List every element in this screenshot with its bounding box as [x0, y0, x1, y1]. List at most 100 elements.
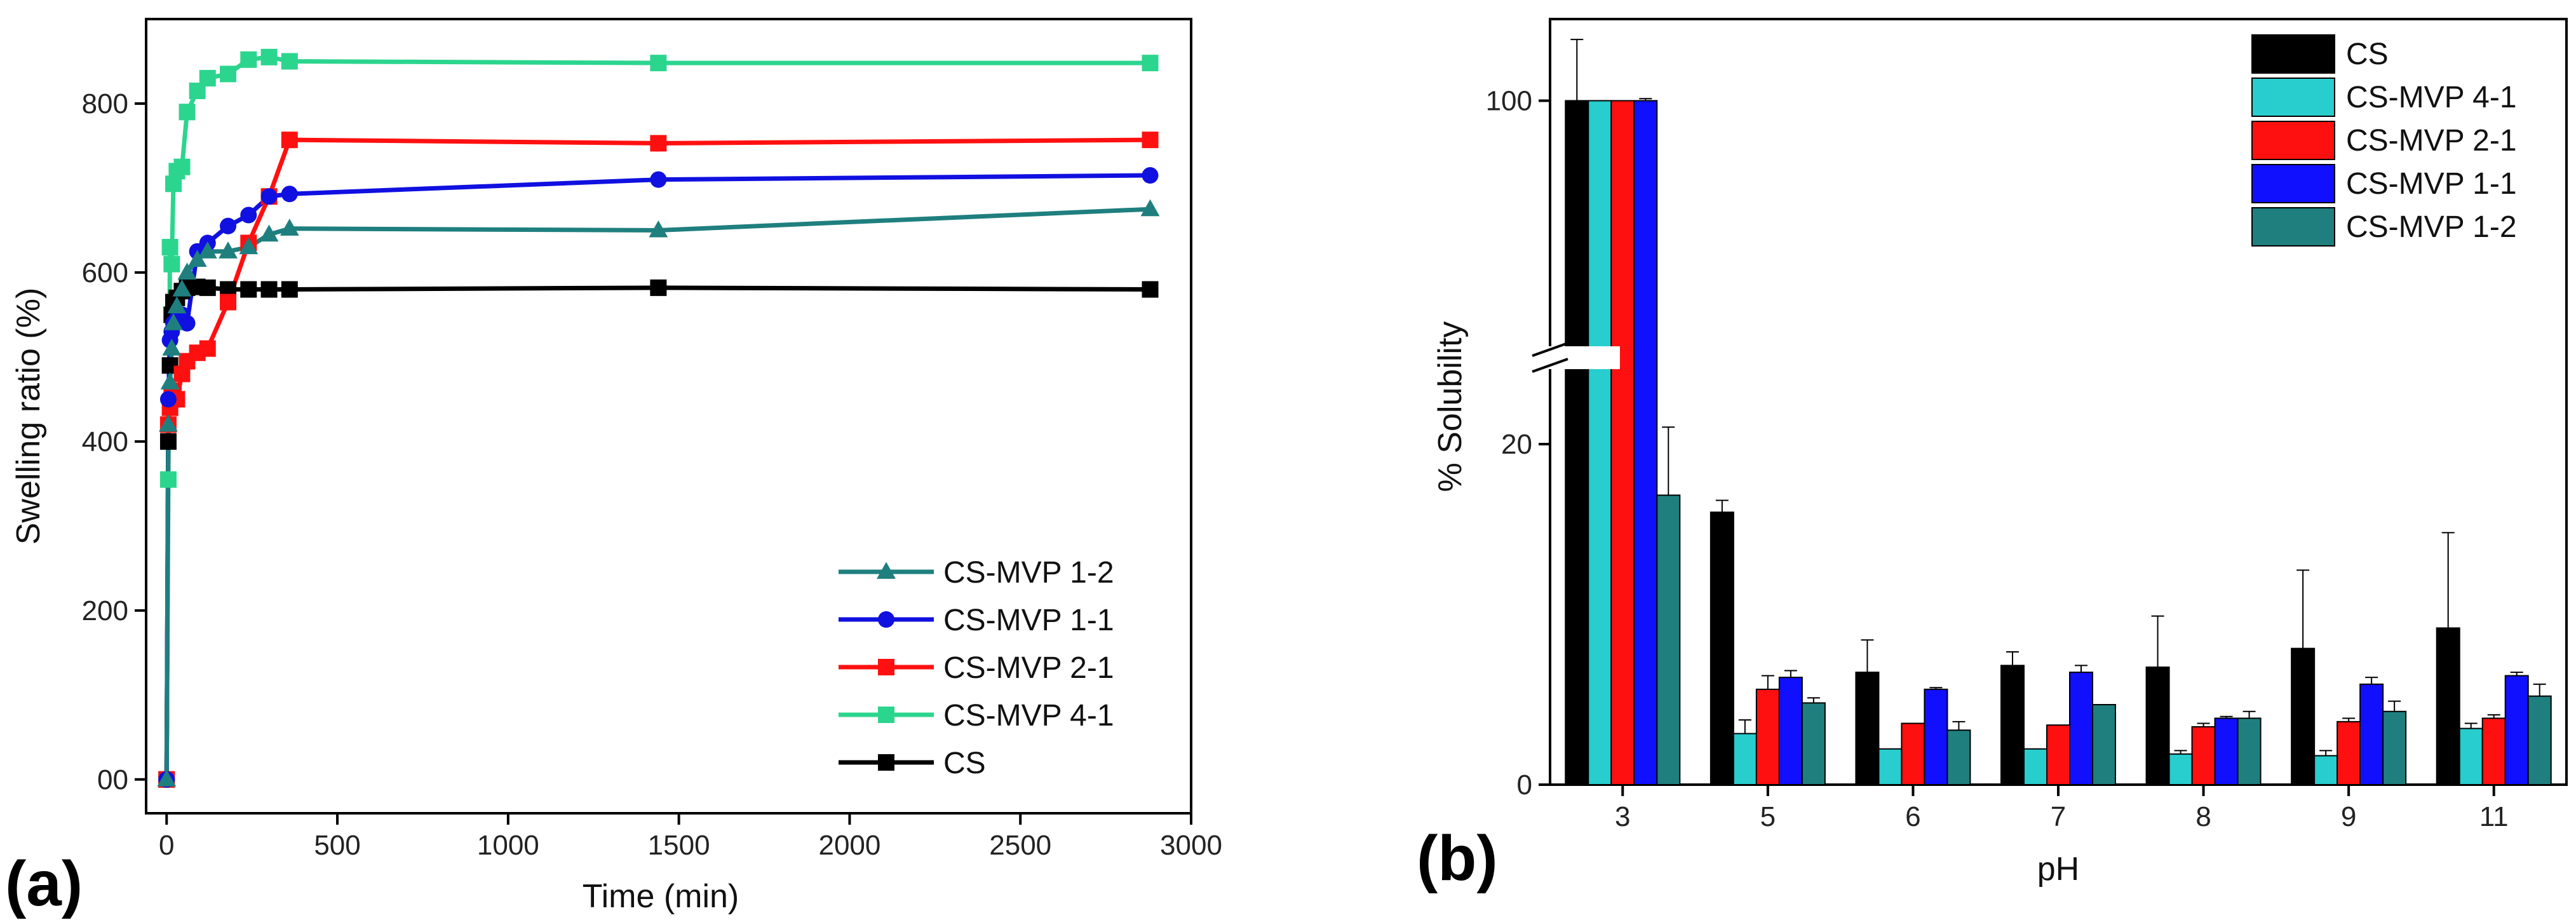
data-point-cs-mvp-1-1 — [179, 315, 196, 332]
data-point-cs-mvp-1-2 — [219, 241, 238, 259]
bar-cs-mvp-2-1-ph-8 — [2191, 726, 2216, 786]
legend-marker-cs-mvp-2-1 — [878, 659, 894, 675]
y-tick-label-a: 600 — [82, 257, 128, 288]
data-point-cs-mvp-1-2 — [1140, 199, 1160, 217]
data-point-cs-mvp-4-1 — [159, 471, 177, 488]
x-tick-label-b: 8 — [2195, 801, 2211, 832]
data-point-cs-mvp-4-1 — [1142, 55, 1159, 72]
data-point-cs-mvp-4-1 — [240, 51, 257, 68]
legend-label-cs-mvp-2-1: CS-MVP 2-1 — [2346, 124, 2517, 158]
legend-swatch-cs — [2251, 34, 2335, 74]
x-tick-label-a: 1000 — [477, 830, 539, 861]
legend-label-cs-mvp-4-1: CS-MVP 4-1 — [943, 699, 1114, 733]
data-point-cs-mvp-1-2 — [167, 296, 187, 314]
x-tick-label-b: 9 — [2341, 801, 2356, 832]
y-tick-label-a: 800 — [82, 88, 128, 119]
y-tick-label-a: 00 — [97, 764, 128, 795]
data-point-cs-mvp-4-1 — [163, 255, 180, 273]
x-axis-title-a: Time (min) — [583, 878, 739, 915]
bar-cs-mvp-4-1-ph-9 — [2314, 755, 2338, 785]
legend-label-cs-mvp-1-1: CS-MVP 1-1 — [943, 604, 1114, 637]
data-point-cs-mvp-1-1 — [220, 217, 237, 234]
data-point-cs-mvp-1-1 — [650, 171, 667, 188]
data-point-cs-mvp-1-2 — [162, 339, 182, 356]
data-point-cs-mvp-2-1 — [281, 132, 298, 149]
data-point-cs-mvp-4-1 — [179, 104, 196, 121]
legend-label-cs-mvp-2-1: CS-MVP 2-1 — [943, 651, 1114, 685]
y-axis-title-a: Swelling ratio (%) — [10, 288, 47, 545]
series-markers-a — [157, 48, 1160, 788]
data-point-cs — [260, 281, 278, 298]
y-tick-label-b: 100 — [1486, 85, 1532, 116]
bar-cs-mvp-4-1-ph-8 — [2168, 753, 2193, 786]
data-point-cs-mvp-1-2 — [158, 414, 178, 432]
series-line-cs-mvp-4-1 — [164, 55, 1150, 780]
data-point-cs-mvp-1-2 — [649, 220, 668, 238]
bar-cs-mvp-2-1-ph-11 — [2481, 717, 2506, 785]
x-axis-title-b: pH — [2037, 851, 2079, 888]
bar-cs-mvp-4-1-ph-3 — [1588, 100, 1612, 785]
legend-label-cs-mvp-1-1: CS-MVP 1-1 — [2346, 167, 2517, 201]
data-point-cs-mvp-4-1 — [220, 65, 237, 83]
bar-cs-mvp-1-1-ph-11 — [2504, 675, 2529, 785]
bar-cs-mvp-1-2-ph-3 — [1656, 494, 1681, 786]
legend-b: CS CS-MVP 4-1 CS-MVP 2-1 CS-MVP 1-1 CS-MVP 1… — [2251, 34, 2517, 247]
legend-a: CS-MVP 1-2 CS-MVP 1-1 CS-MVP 2-1 CS-MVP 4-1… — [839, 556, 1114, 780]
panel-label-a: (a) — [5, 848, 83, 919]
bar-cs-mvp-2-1-ph-7 — [2046, 724, 2070, 785]
bar-cs-mvp-1-1-ph-8 — [2214, 717, 2239, 785]
bar-cs-mvp-2-1-ph-9 — [2337, 720, 2361, 785]
axis-break-mark-upper — [1532, 342, 1568, 357]
data-point-cs-mvp-1-2 — [164, 313, 183, 330]
y-axis-title-b: % Solubility — [1432, 321, 1469, 492]
panel-a-swelling-chart: 0 500 1000 1500 2000 2500 3000 00 200 400 600 800 T… — [5, 18, 1222, 919]
panel-label-b: (b) — [1417, 823, 1498, 894]
data-point-cs-mvp-1-2 — [172, 279, 192, 297]
bar-cs-mvp-1-2-ph-6 — [1946, 729, 1971, 785]
bar-cs-mvp-2-1-ph-3 — [1610, 100, 1635, 785]
axis-break-gap — [1525, 346, 1620, 369]
data-point-cs-mvp-4-1 — [260, 48, 278, 65]
legend-marker-cs-mvp-1-2 — [877, 562, 896, 579]
bar-cs-mvp-1-2-ph-7 — [2092, 704, 2116, 786]
data-point-cs-mvp-1-1 — [260, 188, 278, 205]
bar-cs-ph-3 — [1565, 100, 1589, 785]
axis-break-b — [1525, 342, 1620, 373]
data-point-cs-mvp-2-1 — [1142, 132, 1159, 149]
legend-label-cs-mvp-1-2: CS-MVP 1-2 — [943, 556, 1114, 590]
legend-label-cs: CS — [943, 747, 986, 780]
data-point-cs-mvp-1-2 — [157, 769, 177, 787]
x-tick-label-b: 11 — [2479, 801, 2509, 832]
series-line-cs-mvp-1-1 — [164, 173, 1150, 780]
bar-cs-mvp-1-1-ph-3 — [1633, 100, 1658, 785]
axis-break-mark-lower — [1532, 358, 1568, 373]
bar-cs-mvp-1-1-ph-9 — [2359, 683, 2384, 785]
bar-cs-ph-9 — [2291, 647, 2316, 785]
bar-cs-mvp-1-1-ph-7 — [2069, 672, 2093, 785]
x-tick-label-a: 3000 — [1160, 830, 1222, 861]
data-point-cs-mvp-2-1 — [220, 294, 237, 311]
data-point-cs — [159, 433, 177, 450]
legend-swatch-cs-mvp-4-1 — [2251, 78, 2335, 117]
bar-cs-ph-11 — [2436, 627, 2460, 785]
bar-cs-mvp-4-1-ph-6 — [1878, 748, 1903, 785]
data-point-cs-mvp-4-1 — [173, 158, 191, 175]
x-tick-label-a: 500 — [314, 830, 360, 861]
x-tick-label-b: 5 — [1760, 801, 1776, 832]
bar-cs-mvp-1-1-ph-5 — [1778, 677, 1803, 786]
x-tick-label-b: 3 — [1615, 801, 1630, 832]
data-point-cs-mvp-4-1 — [281, 53, 298, 70]
data-point-cs-mvp-2-1 — [199, 340, 216, 357]
legend-label-cs-mvp-1-2: CS-MVP 1-2 — [2346, 210, 2517, 244]
y-tick-label-b: 20 — [1501, 429, 1532, 460]
x-tick-label-a: 2000 — [818, 830, 880, 861]
x-tick-label-a: 0 — [159, 830, 174, 861]
x-tick-label-b: 6 — [1905, 801, 1920, 832]
bar-cs-mvp-4-1-ph-7 — [2023, 748, 2047, 785]
bar-cs-mvp-1-2-ph-11 — [2527, 695, 2552, 786]
plot-frame-a — [145, 18, 1192, 815]
bars-b — [1565, 39, 2552, 786]
x-tick-label-a: 2500 — [989, 830, 1051, 861]
data-point-cs-mvp-1-2 — [259, 224, 279, 242]
